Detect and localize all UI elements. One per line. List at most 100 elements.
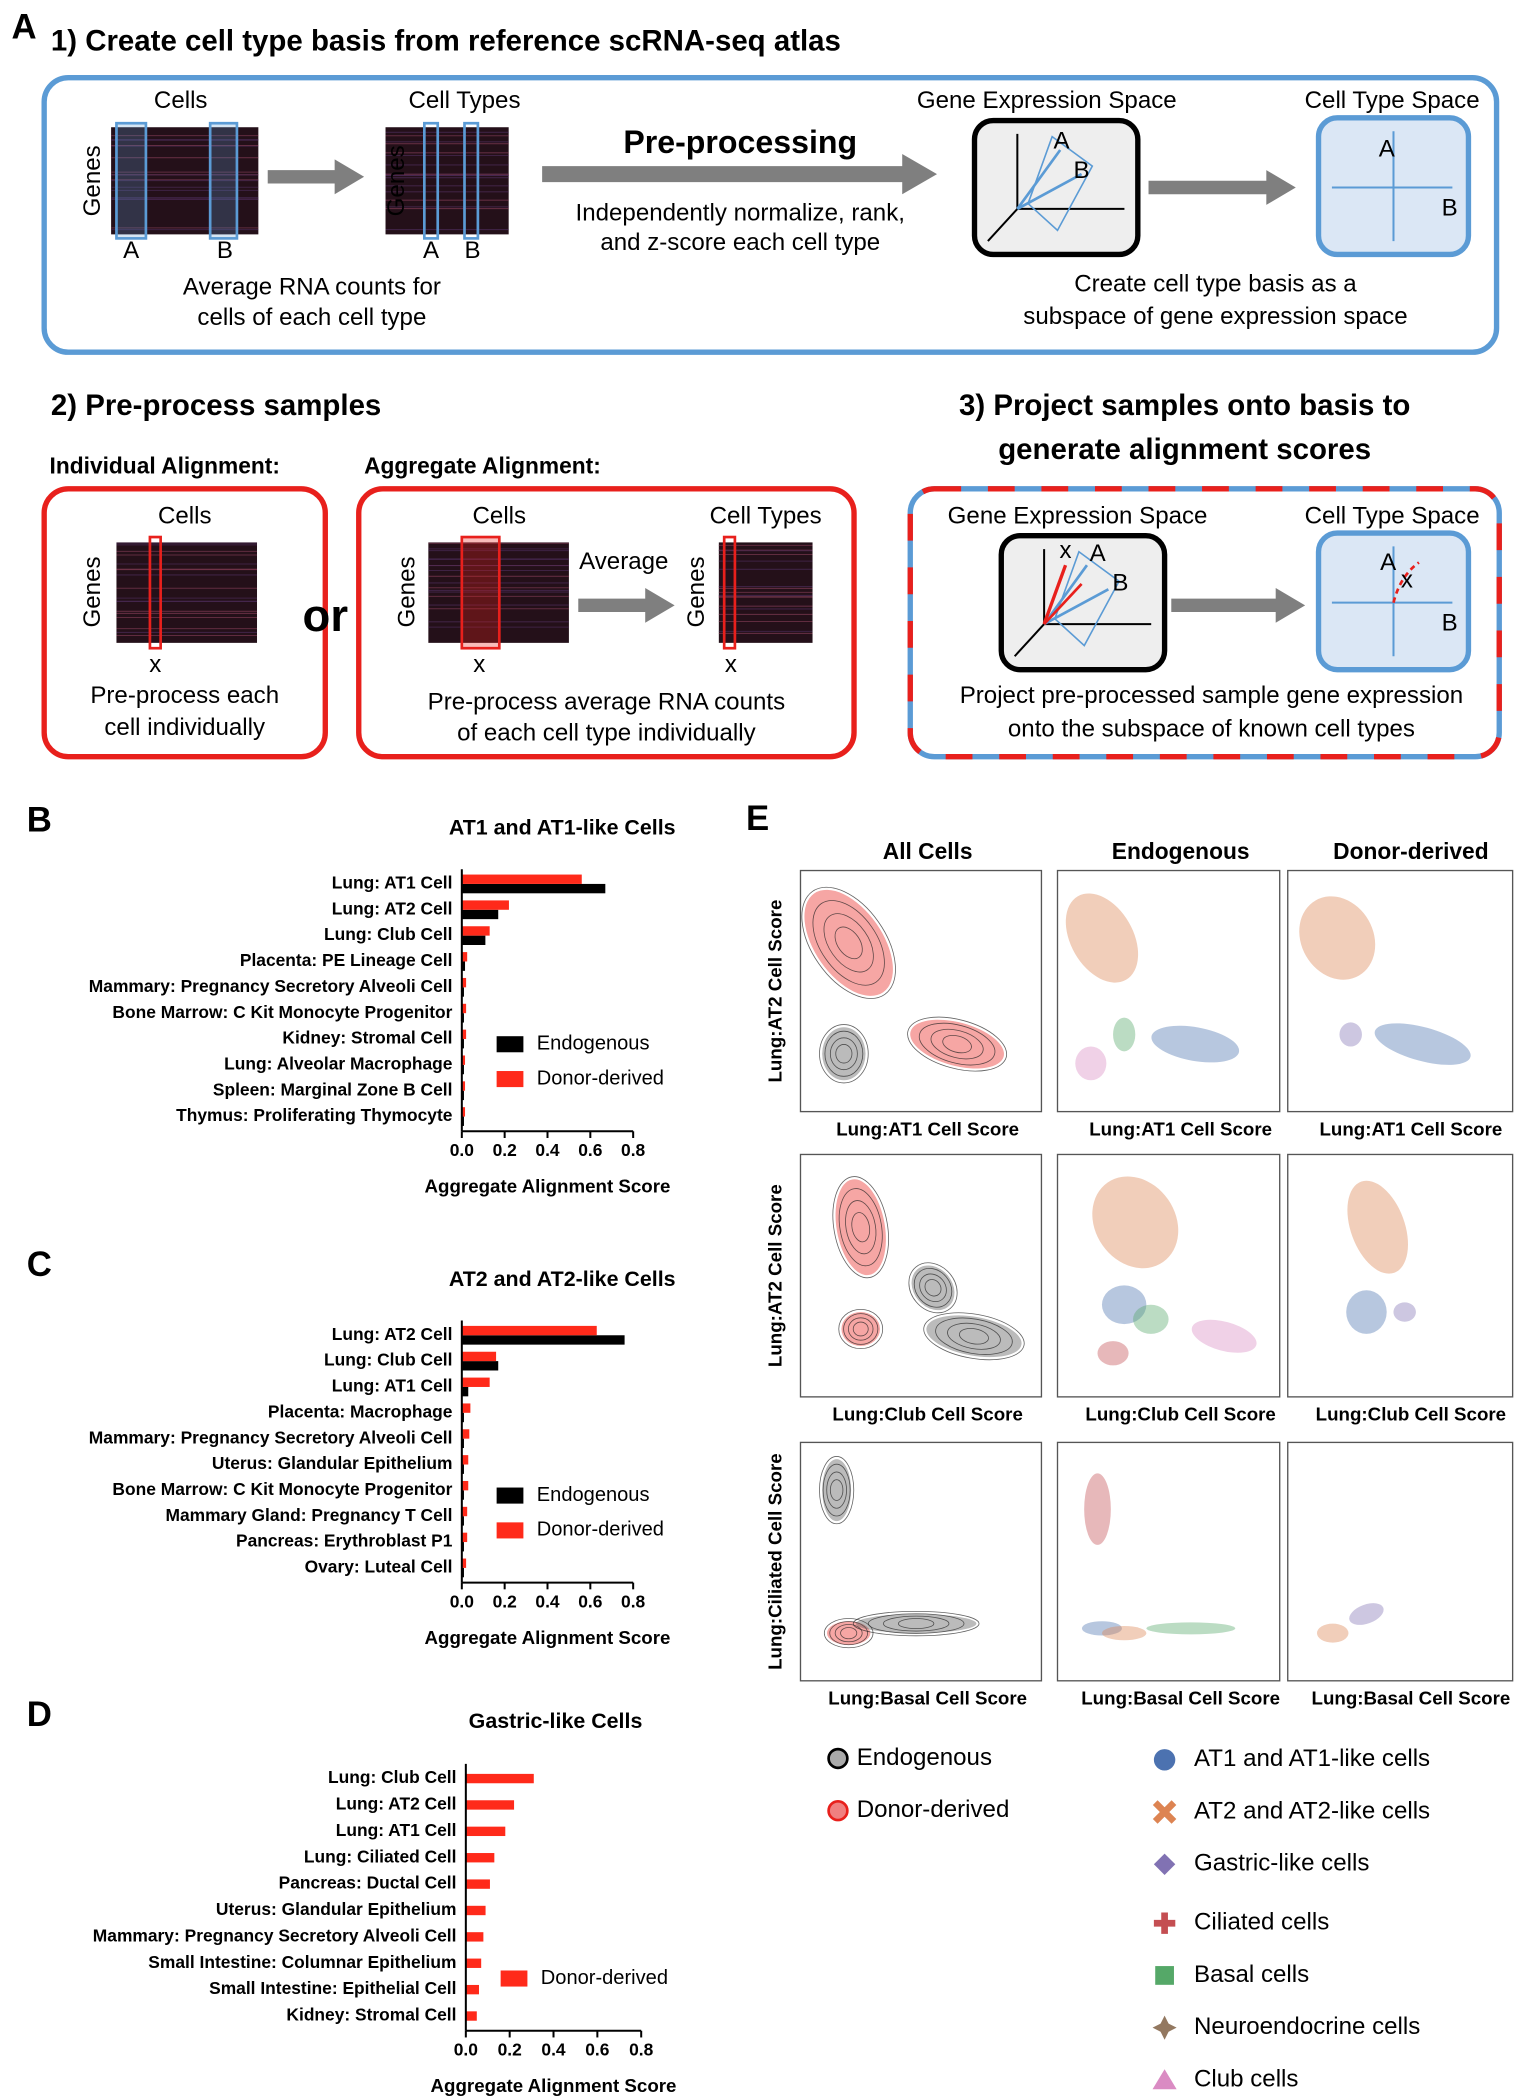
bar <box>461 1039 464 1049</box>
legend-label: Neuroendocrine cells <box>1194 2013 1420 2040</box>
contour <box>840 1627 858 1640</box>
sample-box <box>460 535 501 650</box>
category-label: Kidney: Stromal Cell <box>286 2005 456 2025</box>
density-cloud <box>826 1621 871 1646</box>
label: and z-score each cell type <box>600 229 880 256</box>
label: Pre-processing <box>623 124 857 160</box>
label: 1) Create cell type basis from reference… <box>51 25 841 58</box>
bar <box>461 977 467 988</box>
legend-label: Endogenous <box>857 1744 992 1771</box>
bar <box>465 1958 482 1968</box>
x-axis-label: Lung:Club Cell Score <box>1085 1404 1275 1425</box>
density-cloud <box>1101 1285 1147 1325</box>
contour <box>843 1313 879 1345</box>
category-label: Spleen: Marginal Zone B Cell <box>213 1079 453 1099</box>
contour <box>852 1610 980 1637</box>
density-cloud <box>1191 1319 1257 1353</box>
legend-label: AT2 and AT2-like cells <box>1194 1797 1430 1824</box>
density-cloud <box>1299 896 1376 980</box>
category-label: Placenta: PE Lineage Cell <box>240 950 453 970</box>
legend-label: Donor-derived <box>537 1067 664 1089</box>
bar <box>461 883 606 894</box>
label: A <box>1090 540 1107 567</box>
label: Genes <box>383 145 410 216</box>
bar <box>461 1567 464 1578</box>
contour <box>829 1479 844 1501</box>
bar <box>461 1429 470 1439</box>
bar <box>461 1558 467 1568</box>
panel-letter: B <box>27 801 52 840</box>
x-axis-label: Aggregate Alignment Score <box>425 1627 671 1648</box>
bar <box>461 1377 490 1387</box>
panel-box <box>356 486 857 760</box>
contour <box>838 1308 884 1350</box>
panel-box <box>41 486 328 760</box>
x-tick-label: 0.4 <box>541 2039 565 2059</box>
category-label: Placenta: Macrophage <box>268 1401 453 1421</box>
label: Gene Expression Space <box>917 87 1177 114</box>
bar <box>461 1532 468 1543</box>
label: Cell Type Space <box>1305 87 1480 114</box>
contour <box>898 1618 935 1630</box>
bar <box>461 1542 464 1552</box>
contour <box>838 1188 883 1267</box>
contour <box>919 1273 947 1303</box>
column-title: Endogenous <box>1112 838 1250 864</box>
x-tick-label: 0.0 <box>450 1591 474 1611</box>
x-tick-label: 0.6 <box>578 1591 602 1611</box>
category-label: Bone Marrow: C Kit Monocyte Progenitor <box>112 1479 452 1499</box>
contour <box>832 1176 889 1279</box>
legend-label: Endogenous <box>537 1484 650 1506</box>
bar <box>461 1464 464 1474</box>
x-tick-label: 0.6 <box>578 1140 602 1160</box>
category-label: Bone Marrow: C Kit Monocyte Progenitor <box>112 1002 452 1022</box>
panel-box-dash <box>907 486 1502 760</box>
bar <box>465 1853 495 1863</box>
bar <box>461 952 468 962</box>
legend-swatch <box>496 1071 524 1088</box>
bar <box>461 1351 497 1362</box>
contour <box>923 1312 1025 1361</box>
category-label: Lung: AT1 Cell <box>336 1820 457 1840</box>
label: A <box>423 237 440 264</box>
label: x <box>149 651 161 678</box>
category-label: Thymus: Proliferating Thymocyte <box>176 1105 453 1125</box>
category-label: Lung: AT2 Cell <box>332 898 453 918</box>
label: Pre-process average RNA counts <box>428 688 785 715</box>
plot-frame <box>1287 1441 1514 1682</box>
column-title: All Cells <box>883 838 973 864</box>
contour <box>848 1317 874 1341</box>
density-cloud <box>1146 1622 1236 1635</box>
label: Cells <box>158 502 212 529</box>
sample-box <box>722 535 737 650</box>
contour <box>829 1621 869 1646</box>
label: Cells <box>473 502 527 529</box>
category-label: Lung: Club Cell <box>324 924 452 944</box>
axis-line <box>1016 149 1062 210</box>
label: Average RNA counts for <box>183 273 441 300</box>
bar <box>461 1013 464 1023</box>
density-cloud <box>1346 1290 1387 1334</box>
category-label: Lung: AT1 Cell <box>332 1376 453 1396</box>
contour <box>959 1328 989 1345</box>
legend-label: Donor-derived <box>541 1967 668 1989</box>
legend-marker <box>1155 1966 1174 1985</box>
label: A <box>1053 127 1070 154</box>
x-tick-label: 0.4 <box>535 1591 559 1611</box>
label: cell individually <box>104 714 265 741</box>
label: A <box>1380 549 1397 576</box>
bar <box>461 1455 469 1465</box>
label: B <box>464 237 480 264</box>
category-label: Uterus: Glandular Epithelium <box>212 1453 453 1473</box>
x-tick-label: 0.4 <box>535 1140 559 1160</box>
label: Genes <box>79 145 106 216</box>
bar <box>461 1064 464 1075</box>
density-cloud <box>1084 1473 1111 1545</box>
label: A <box>12 8 37 47</box>
x-tick-label: 0.6 <box>585 2039 609 2059</box>
contour <box>908 1262 958 1314</box>
axis-line <box>987 208 1019 242</box>
